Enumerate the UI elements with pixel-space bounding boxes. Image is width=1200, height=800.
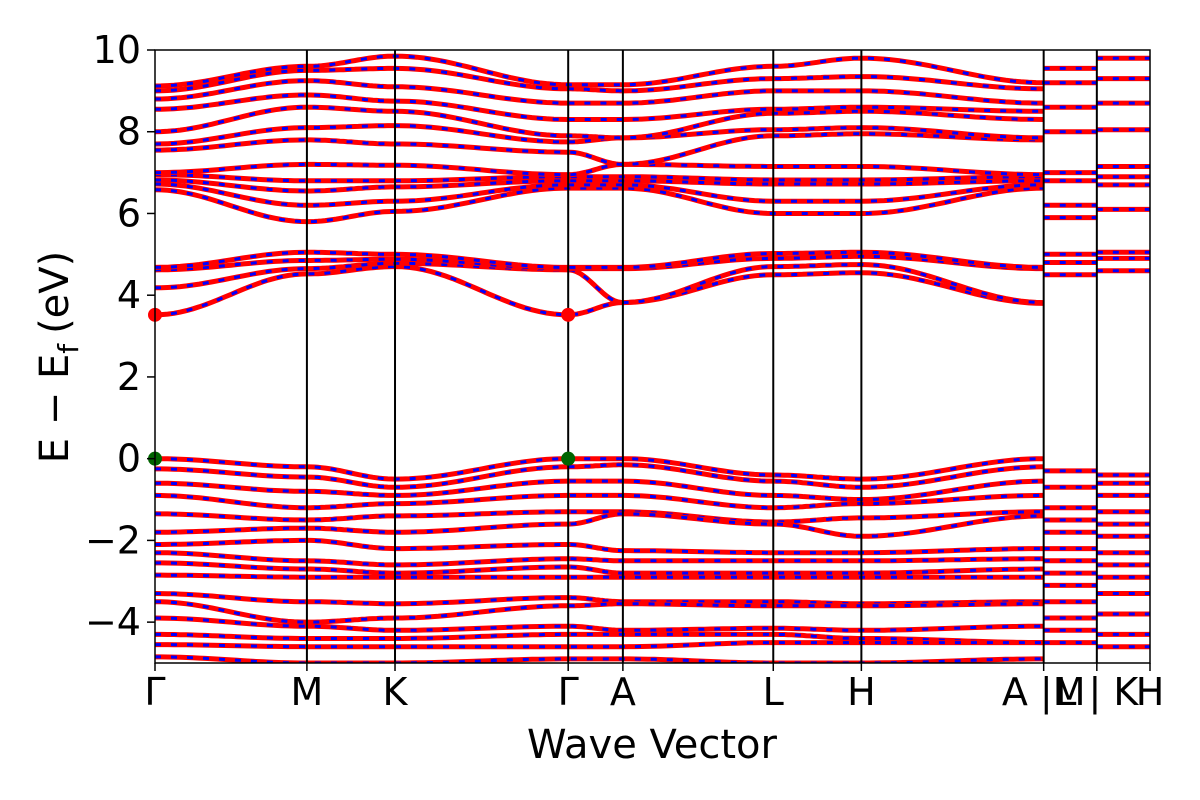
band-line [155, 462, 1044, 490]
x-tick-label: A |M [1002, 670, 1086, 715]
band-line [155, 249, 1044, 270]
band-line [155, 456, 1044, 482]
band-line-dashed [155, 493, 1044, 510]
cbm-marker [561, 307, 576, 322]
x-tick-label: A [610, 670, 636, 714]
band-lines [155, 53, 1150, 663]
band-line-dashed [155, 641, 1044, 649]
band-line [155, 53, 1044, 89]
y-axis-label-main: E − E [32, 354, 78, 464]
y-tick-label: 10 [93, 28, 141, 72]
band-line [155, 181, 1044, 208]
band-line [155, 511, 1044, 539]
band-line [155, 599, 1044, 625]
band-line-dashed [155, 261, 1044, 305]
high-symmetry-lines [305, 50, 1098, 663]
band-line [155, 104, 1044, 141]
band-line [155, 654, 1044, 663]
x-tick-label: Γ [558, 670, 579, 714]
band-line [155, 123, 1044, 147]
x-tick-label: Γ [144, 670, 165, 714]
band-line-dashed [155, 510, 1044, 524]
plot-frame [154, 49, 1151, 664]
band-line-dashed [155, 162, 1044, 177]
y-tick-label: −4 [85, 600, 141, 644]
band-line-dashed [155, 479, 1044, 501]
band-line [155, 65, 1044, 94]
y-axis-label: E − Ef (eV) [32, 251, 85, 464]
x-tick-label: K [383, 670, 409, 714]
y-axis-label-subscript: f [52, 343, 85, 354]
band-line-dashed [155, 254, 1044, 272]
band-line [155, 131, 1044, 167]
y-tick-label: 2 [117, 355, 141, 399]
band-line-dashed [155, 178, 1044, 193]
y-tick-label: 6 [117, 191, 141, 235]
band-line [155, 264, 1044, 318]
band-line-dashed [155, 561, 1044, 575]
band-extrema-markers [148, 307, 576, 466]
y-axis-label-unit: (eV) [32, 251, 78, 334]
band-line-dashed [155, 632, 1044, 645]
y-axis-ticks: −4 −2 0 2 4 6 8 10 [85, 28, 155, 644]
x-tick-label: M [291, 670, 324, 714]
band-line-dashed [155, 538, 1044, 555]
x-tick-label: H [847, 670, 876, 714]
x-tick-label: H [1136, 670, 1165, 714]
band-line-dashed [155, 573, 1044, 579]
x-axis-label: Wave Vector [527, 722, 778, 768]
band-line [155, 92, 1044, 122]
y-tick-label: 8 [117, 110, 141, 154]
y-tick-label: −2 [85, 518, 141, 562]
x-tick-label: L | K [1055, 670, 1139, 715]
y-tick-label: 4 [117, 273, 141, 317]
band-line-dashed [155, 173, 1044, 183]
band-line-dashed [155, 551, 1044, 567]
y-tick-label: 0 [117, 437, 141, 481]
x-tick-label: L [763, 670, 784, 714]
band-line [155, 78, 1044, 106]
vbm-marker [561, 451, 576, 466]
band-line [155, 550, 1044, 568]
band-line [155, 185, 1044, 225]
band-line-dashed [155, 616, 1044, 632]
